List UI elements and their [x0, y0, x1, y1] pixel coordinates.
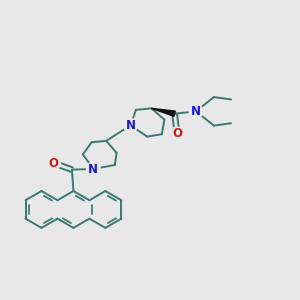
Text: N: N — [88, 163, 98, 176]
Polygon shape — [152, 108, 175, 116]
Text: N: N — [126, 119, 136, 132]
Circle shape — [189, 104, 203, 118]
Circle shape — [47, 156, 60, 170]
Text: N: N — [191, 105, 201, 118]
Circle shape — [124, 118, 137, 132]
Circle shape — [170, 127, 184, 141]
Circle shape — [86, 162, 100, 176]
Text: O: O — [49, 157, 58, 169]
Text: O: O — [172, 128, 182, 140]
